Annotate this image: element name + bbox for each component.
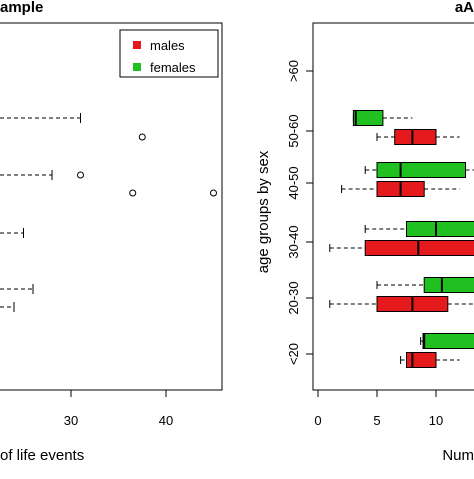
left-outlier-2-1: [139, 134, 145, 140]
box-males-50-60: [395, 130, 436, 145]
left-outlier-3-1: [78, 172, 84, 178]
left-x-tick-40: 40: [159, 413, 173, 428]
right-y-tick-label-3: 40-50: [286, 166, 301, 199]
box-males-30-40: [365, 241, 474, 256]
left-x-tick-30: 30: [64, 413, 78, 428]
box-females-50-60: [353, 111, 383, 126]
right-x-axis-label: Num: [442, 447, 474, 464]
right-y-tick-label-2: 50-60: [286, 114, 301, 147]
right-y-tick-label-4: 30-40: [286, 225, 301, 258]
legend-swatch-females: [133, 63, 141, 71]
left-outlier-3-2: [130, 190, 136, 196]
right-panel: aA >60 50-60 40-50 30-40 20-30 <20 0 5 10 age gr…: [255, 0, 474, 464]
right-y-tick-label-6: <20: [286, 343, 301, 365]
legend-label-males: males: [150, 38, 185, 53]
legend: males females: [120, 30, 218, 77]
right-x-tick-label-10: 10: [429, 413, 443, 428]
right-y-axis-label: age groups by sex: [255, 150, 272, 273]
left-title: ample: [0, 0, 43, 16]
box-males-<20: [407, 353, 437, 368]
box-females-40-50: [377, 163, 466, 178]
box-females-30-40: [407, 222, 474, 237]
right-x-tick-label-0: 0: [314, 413, 321, 428]
left-panel: ample males females 30 40 of life events: [0, 0, 222, 464]
left-plot-frame: [0, 23, 222, 390]
right-title: aA: [455, 0, 474, 16]
right-y-tick-label-1: >60: [286, 60, 301, 82]
legend-label-females: females: [150, 60, 196, 75]
box-females-20-30: [424, 278, 474, 293]
right-y-tick-label-5: 20-30: [286, 281, 301, 314]
legend-swatch-males: [133, 41, 141, 49]
left-outlier-3-3: [211, 190, 217, 196]
left-x-axis-label: of life events: [0, 447, 84, 464]
box-females-<20: [423, 334, 474, 349]
right-x-tick-label-5: 5: [373, 413, 380, 428]
